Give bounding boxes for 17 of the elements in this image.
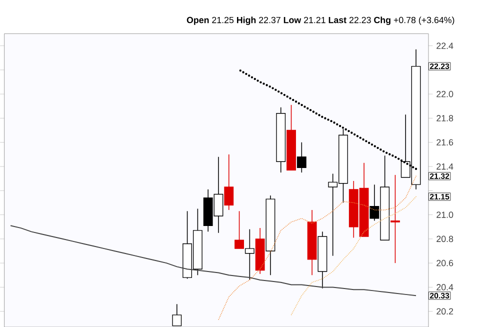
candlestick: [296, 142, 306, 173]
candlestick: [172, 304, 182, 326]
candlestick: [244, 228, 254, 280]
y-tick-label: 22.0: [436, 90, 454, 98]
y-tick-label: 20.6: [436, 260, 454, 266]
candlestick: [390, 174, 400, 264]
candlestick: [234, 210, 244, 249]
y-tick-label: 21.8: [436, 114, 454, 122]
y-tick-label: 21.0: [436, 212, 454, 218]
y-tick-label: 20.2: [436, 308, 454, 314]
y-tick-label: 21.4: [436, 163, 454, 170]
y-tick-label: 20.4: [436, 284, 454, 290]
candlestick: [224, 154, 234, 210]
y-tick-label: 21.6: [436, 139, 454, 146]
chart-title: Open 21.25 High 22.37 Low 21.21 Last 22.23 Chg +0.78 (+3.64%): [186, 16, 454, 25]
y-tick-label: 22.4: [436, 42, 454, 49]
y-tick-label: 20.8: [436, 236, 454, 242]
